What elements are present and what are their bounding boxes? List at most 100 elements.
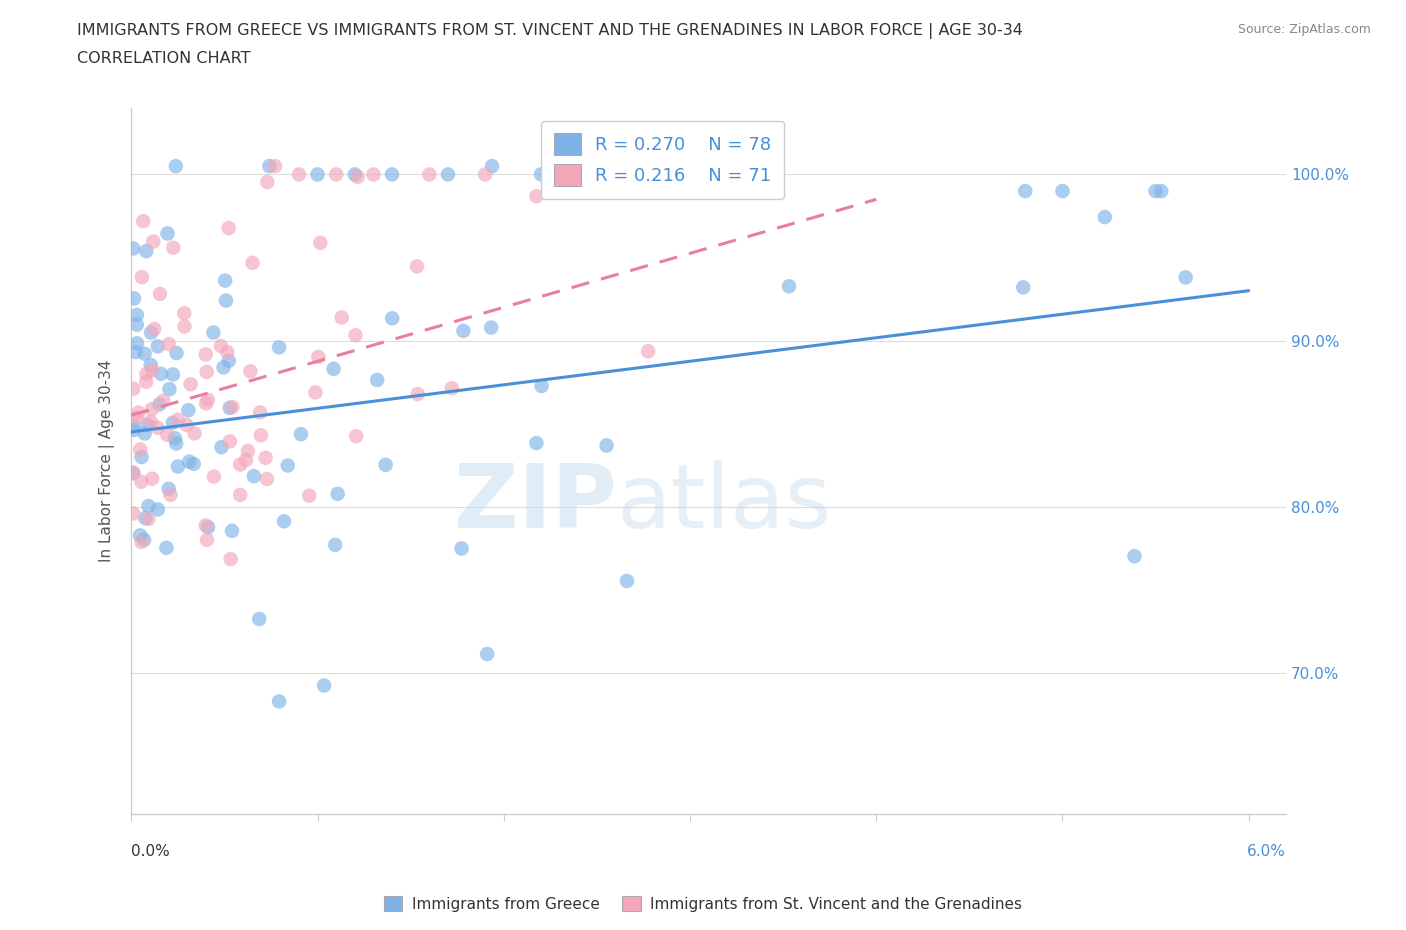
Point [344,429,367,444]
Point [134,511,156,525]
Point [125,336,148,351]
Point [1123,549,1146,564]
Point [149,366,172,381]
Point [122,465,145,480]
Point [595,438,617,453]
Point [136,417,159,432]
Point [273,514,295,529]
Point [139,326,162,340]
Point [141,472,163,486]
Point [474,167,496,182]
Point [1174,270,1197,285]
Point [141,402,163,417]
Point [167,459,190,474]
Point [1052,183,1074,198]
Point [221,524,243,538]
Point [125,345,148,360]
Point [149,286,172,301]
Point [128,405,150,420]
Point [173,319,195,334]
Point [131,449,153,464]
Point [1150,184,1173,199]
Point [256,175,278,190]
Point [202,326,225,340]
Point [267,694,290,709]
Point [450,541,472,556]
Point [183,457,205,472]
Point [157,337,180,352]
Point [249,405,271,420]
Point [159,487,181,502]
Point [129,442,152,457]
Point [135,244,157,259]
Point [152,393,174,408]
Point [381,311,404,325]
Point [135,366,157,381]
Point [146,339,169,353]
Point [162,416,184,431]
Point [1014,183,1036,198]
Point [132,532,155,547]
Point [637,344,659,359]
Point [135,375,157,390]
Point [214,273,236,288]
Point [132,214,155,229]
Point [180,377,202,392]
Point [344,327,367,342]
Point [530,167,553,182]
Point [218,220,240,235]
Point [122,466,145,481]
Point [131,474,153,489]
Point [122,291,145,306]
Point [134,426,156,441]
Point [229,458,252,472]
Point [277,458,299,473]
Point [197,520,219,535]
Point [122,422,145,437]
Point [343,167,366,182]
Point [195,396,218,411]
Text: IMMIGRANTS FROM GREECE VS IMMIGRANTS FROM ST. VINCENT AND THE GRENADINES IN LABO: IMMIGRANTS FROM GREECE VS IMMIGRANTS FRO… [77,23,1024,39]
Y-axis label: In Labor Force | Age 30-34: In Labor Force | Age 30-34 [100,360,115,563]
Point [163,431,186,445]
Point [778,279,800,294]
Point [122,241,145,256]
Text: ZIP: ZIP [454,459,616,547]
Point [381,167,404,182]
Point [298,488,321,503]
Point [586,167,609,182]
Point [202,470,225,485]
Point [157,381,180,396]
Point [453,324,475,339]
Point [183,426,205,441]
Point [481,159,503,174]
Point [122,418,145,433]
Point [437,167,460,182]
Point [156,427,179,442]
Point [346,169,368,184]
Point [236,444,259,458]
Legend: Immigrants from Greece, Immigrants from St. Vincent and the Grenadines: Immigrants from Greece, Immigrants from … [378,889,1028,918]
Point [215,293,238,308]
Text: 6.0%: 6.0% [1247,844,1286,858]
Text: atlas: atlas [616,459,831,547]
Point [254,450,277,465]
Point [131,270,153,285]
Point [162,240,184,255]
Point [218,401,240,416]
Point [307,167,329,182]
Point [475,646,498,661]
Point [165,159,187,174]
Point [1094,209,1116,224]
Point [406,387,429,402]
Point [418,167,440,182]
Point [195,532,218,547]
Point [138,498,160,513]
Point [177,403,200,418]
Point [209,339,232,353]
Point [288,167,311,182]
Point [524,435,547,450]
Point [146,420,169,435]
Text: CORRELATION CHART: CORRELATION CHART [77,51,250,66]
Point [267,340,290,355]
